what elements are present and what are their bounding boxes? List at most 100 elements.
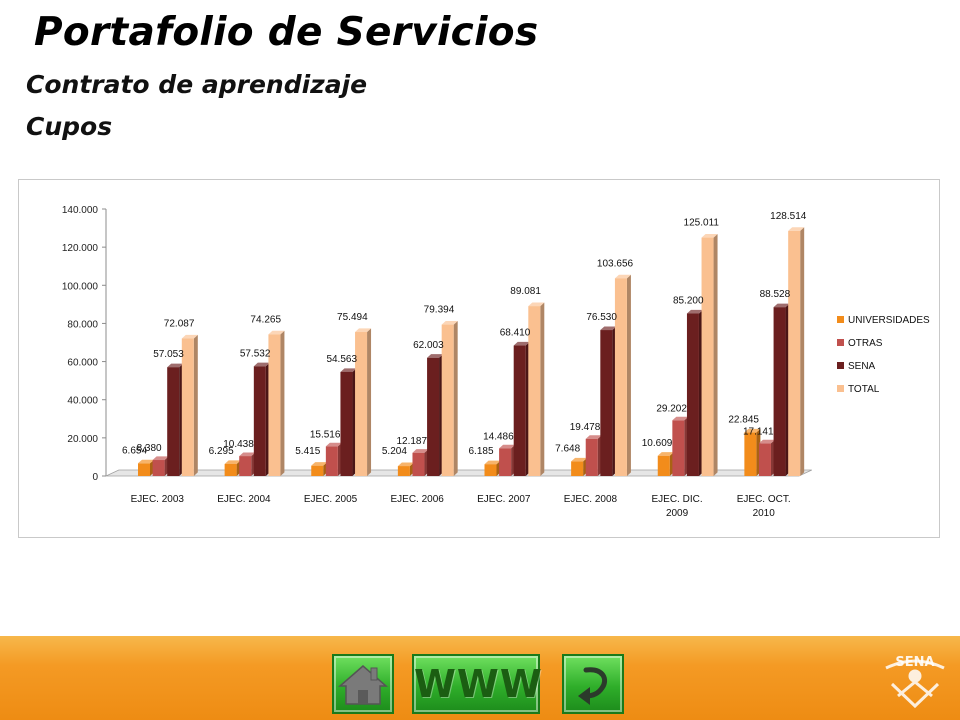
bar-otras (239, 456, 252, 476)
bar-total (614, 278, 627, 476)
page-title: Portafolio de Servicios (34, 10, 539, 55)
bar-sena (167, 367, 180, 476)
bar-top-universidades (224, 460, 241, 464)
bar-universidades (138, 463, 150, 476)
bar-top-sena (253, 362, 270, 367)
bar-universidades (484, 464, 497, 476)
bar-top-otras (758, 439, 775, 444)
bar-top-universidades (311, 462, 328, 466)
bar-side-total (280, 330, 285, 476)
y-tick-label: 100.000 (62, 281, 99, 292)
data-label-total: 72.087 (164, 319, 195, 330)
data-label-universidades: 7.648 (555, 443, 580, 454)
data-label-otras: 8.380 (137, 443, 162, 454)
bar-top-total (441, 320, 458, 325)
x-tick-label: EJEC. DIC. (652, 494, 703, 505)
bar-universidades (311, 465, 324, 476)
bar-total (701, 237, 714, 476)
bar-side-total (626, 274, 631, 476)
home-icon (337, 665, 389, 705)
bar-otras (412, 452, 425, 476)
bar-top-sena (600, 326, 617, 331)
x-tick-label: EJEC. 2006 (391, 494, 445, 505)
bar-sena (253, 366, 266, 476)
data-label-total: 125.011 (684, 218, 720, 229)
data-label-universidades: 5.204 (382, 446, 407, 457)
bar-top-total (181, 334, 198, 339)
bar-total (355, 332, 368, 476)
y-tick-label: 120.000 (62, 243, 99, 254)
data-label-total: 103.656 (597, 258, 634, 269)
bar-top-total (355, 328, 372, 333)
legend-swatch-otras (837, 339, 844, 346)
legend-label-sena: SENA (848, 361, 876, 372)
chart-frame: 0 20.000 40.000 60.000 80.000 100.000 120.000 1… (18, 179, 940, 538)
x-tick-label: EJEC. 2008 (564, 494, 618, 505)
bar-side-total (713, 233, 718, 476)
data-label-universidades: 10.609 (642, 438, 673, 449)
bar-otras (758, 443, 771, 476)
x-tick-label: 2010 (753, 508, 776, 519)
data-label-universidades: 5.415 (295, 446, 320, 457)
bar-otras (585, 438, 598, 476)
bar-top-total (268, 330, 285, 335)
bar-sena (427, 357, 440, 476)
data-label-otras: 12.187 (396, 436, 427, 447)
data-label-otras: 17.141 (743, 426, 774, 437)
data-label-otras: 15.516 (310, 429, 341, 440)
data-label-sena: 76.530 (586, 312, 617, 323)
www-button-label: WWW (414, 662, 543, 706)
bar-side-total (540, 302, 545, 476)
bar-top-total (614, 274, 631, 279)
bar-top-sena (513, 341, 530, 346)
bar-top-universidades (657, 452, 674, 456)
bar-sena (773, 307, 786, 476)
data-label-sena: 62.003 (413, 340, 444, 351)
bar-top-sena (773, 303, 790, 308)
legend-label-otras: OTRAS (848, 338, 883, 349)
bar-top-sena (167, 363, 184, 368)
bar-top-universidades (744, 428, 761, 433)
data-label-otras: 10.438 (223, 439, 254, 450)
home-button[interactable] (332, 654, 394, 714)
bar-universidades (397, 466, 410, 476)
bar-universidades (224, 463, 237, 476)
bar-universidades (744, 432, 757, 476)
bar-total (528, 306, 541, 476)
y-tick-label: 80.000 (67, 319, 98, 330)
y-tick-label: 140.000 (62, 205, 99, 216)
bar-otras (152, 460, 165, 476)
back-button[interactable] (562, 654, 624, 714)
bar-top-total (701, 233, 718, 238)
data-label-total: 89.081 (510, 286, 541, 297)
data-label-total: 128.514 (770, 211, 807, 222)
data-label-total: 75.494 (337, 312, 368, 323)
data-label-total: 74.265 (250, 314, 281, 325)
page-subtitle: Contrato de aprendizaje (26, 70, 368, 99)
bar-top-sena (427, 354, 444, 358)
bar-top-universidades (138, 459, 154, 464)
x-tick-label: EJEC. 2005 (304, 494, 358, 505)
data-label-sena: 57.532 (240, 348, 271, 359)
legend-label-universidades: UNIVERSIDADES (848, 315, 930, 326)
sena-logo-text: SENA (895, 655, 934, 670)
bar-total (788, 230, 801, 476)
bar-top-total (528, 302, 545, 307)
bar-top-universidades (571, 457, 588, 462)
x-tick-label: EJEC. 2004 (217, 494, 271, 505)
bar-total (268, 334, 281, 476)
data-label-sena: 88.528 (760, 289, 791, 300)
bar-chart: 0 20.000 40.000 60.000 80.000 100.000 120.000 1… (62, 205, 930, 519)
legend-swatch-total (837, 385, 844, 392)
data-label-sena: 85.200 (673, 296, 704, 307)
bar-sena (340, 371, 353, 476)
x-tick-label: EJEC. 2003 (131, 494, 185, 505)
bar-top-otras (325, 442, 342, 447)
bar-universidades (571, 461, 584, 476)
x-tick-label: EJEC. 2007 (477, 494, 531, 505)
data-label-otras: 14.486 (483, 431, 514, 442)
data-label-sena: 68.410 (500, 328, 531, 339)
bar-top-sena (686, 309, 703, 314)
bar-total (441, 324, 454, 476)
www-button[interactable]: WWW (412, 654, 543, 714)
